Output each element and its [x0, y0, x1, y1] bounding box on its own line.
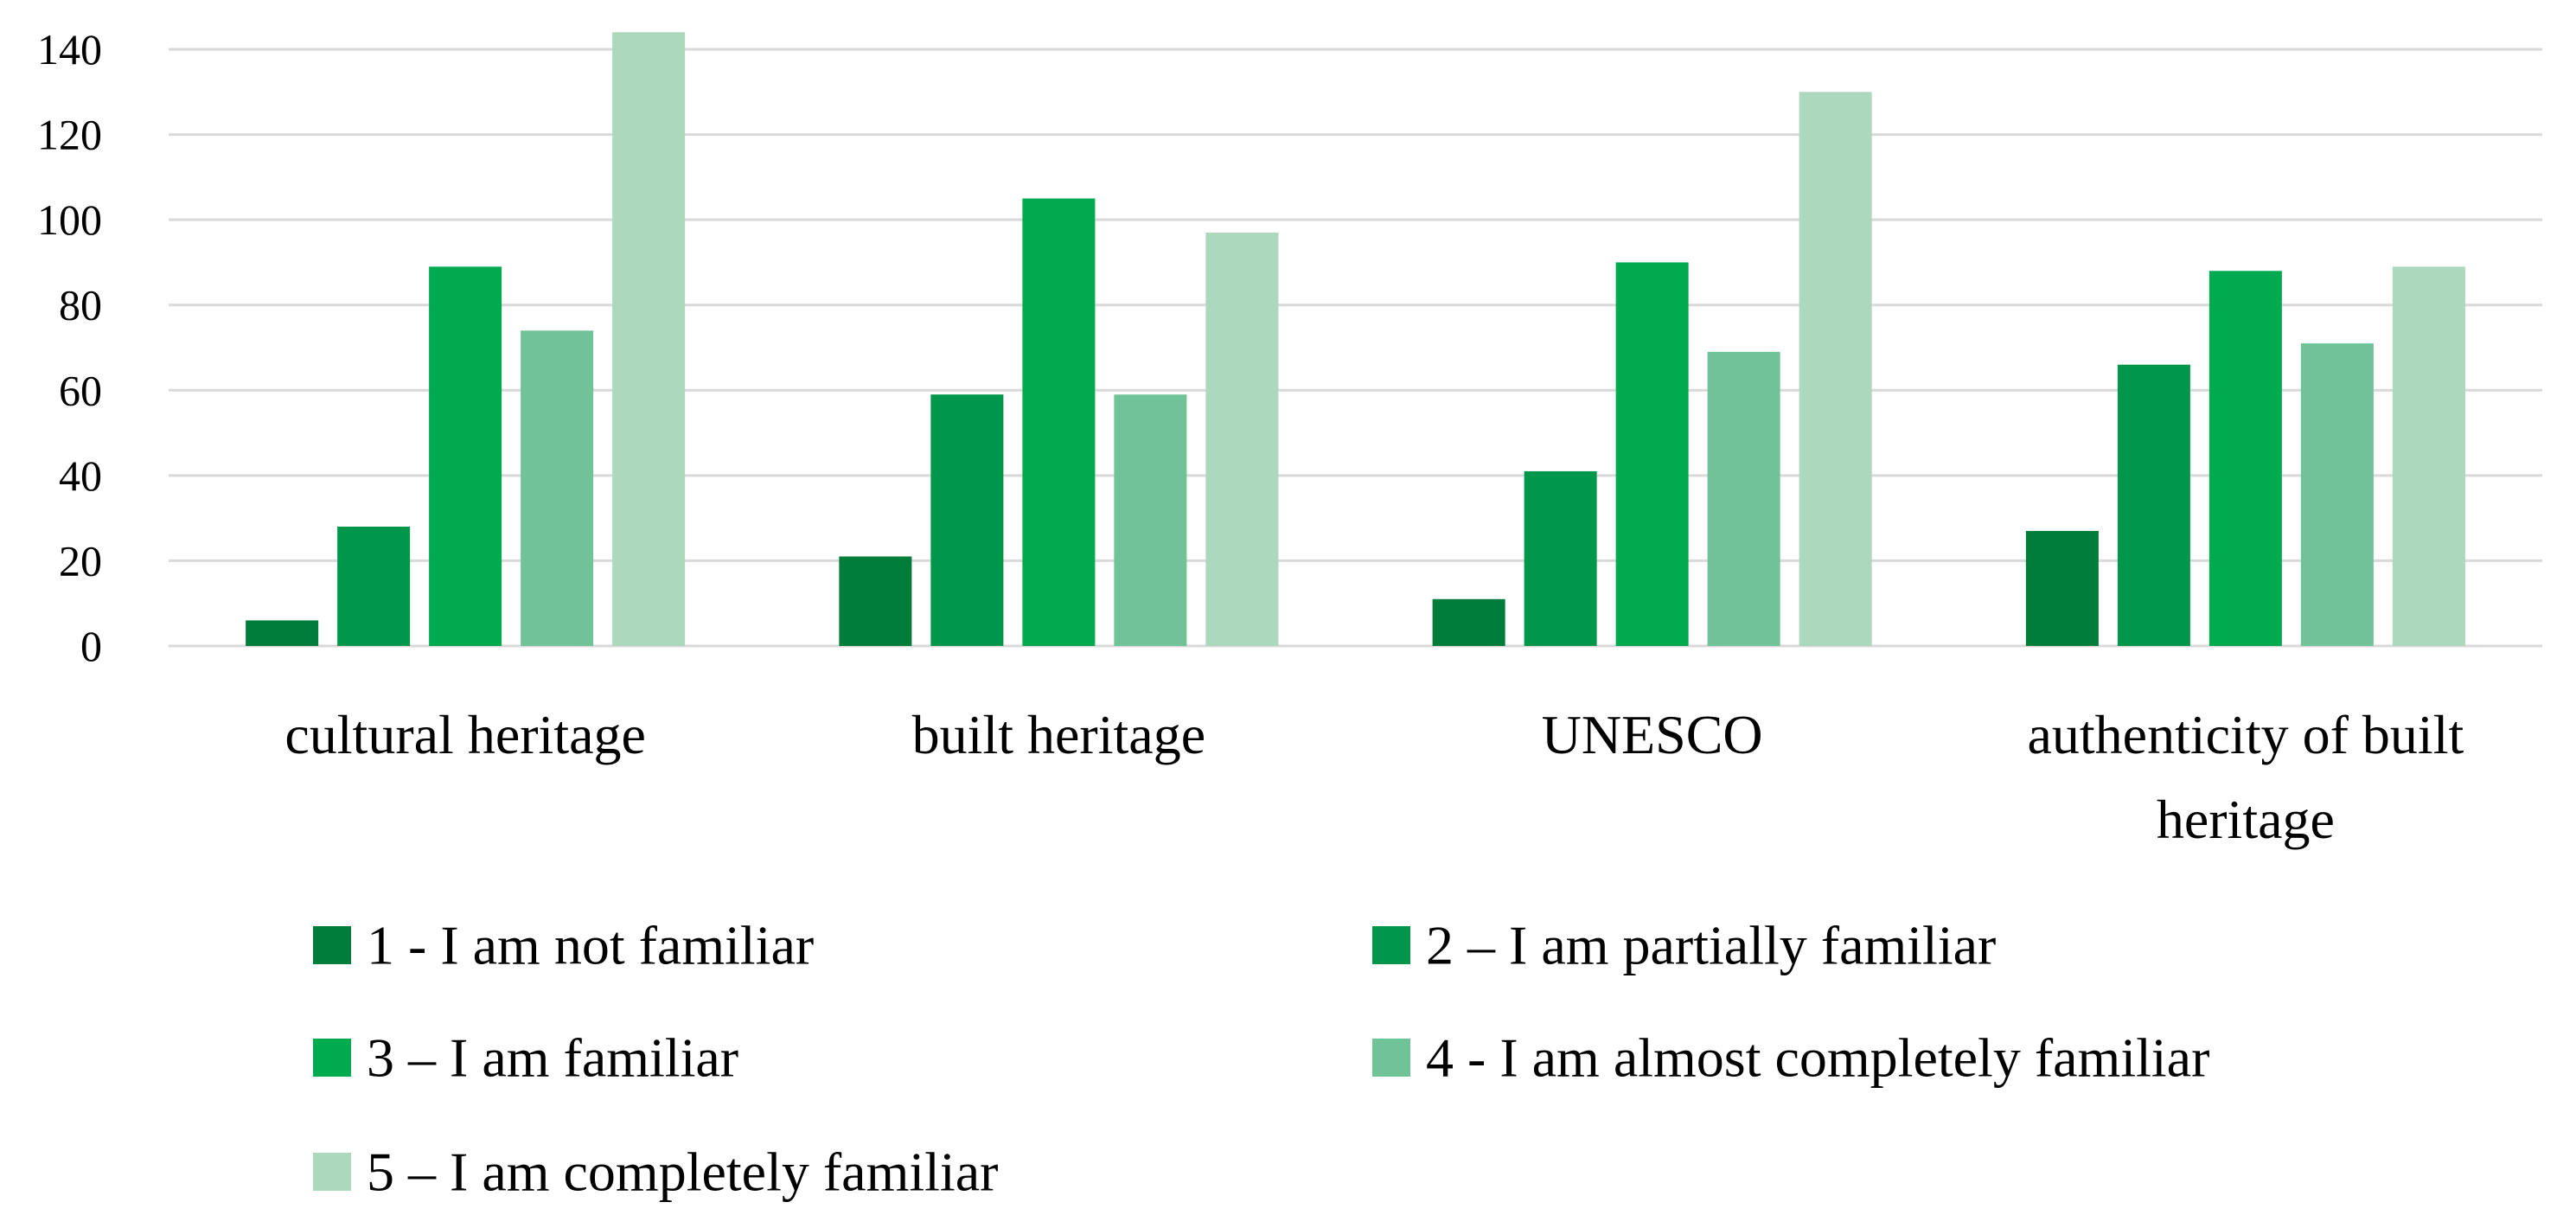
- y-tick-label: 40: [59, 451, 102, 500]
- bar-series-5-category-1: [612, 32, 686, 647]
- y-tick-label: 120: [37, 111, 102, 159]
- bar-series-3-category-3: [1615, 262, 1689, 646]
- bar-series-1-category-4: [2025, 530, 2099, 646]
- y-tick-label: 140: [37, 25, 102, 74]
- legend-item: 1 - I am not familiar: [313, 915, 814, 976]
- legend-label: 3 – I am familiar: [367, 1027, 738, 1089]
- bar-series-3-category-1: [429, 266, 502, 646]
- bar-series-4-category-3: [1707, 351, 1780, 646]
- bar-series-5-category-3: [1799, 92, 1872, 647]
- bars: [246, 32, 2465, 647]
- x-axis-categories: cultural heritage built heritage UNESCO aut…: [284, 704, 2464, 850]
- legend-swatch: [1372, 926, 1410, 964]
- category-label: UNESCO: [1542, 704, 1763, 765]
- legend-swatch: [313, 1153, 351, 1191]
- legend-label: 4 - I am almost completely familiar: [1426, 1027, 2209, 1089]
- bar-series-1-category-1: [246, 620, 319, 646]
- category-label: cultural heritage: [284, 704, 646, 765]
- y-tick-label: 80: [59, 281, 102, 329]
- bar-series-3-category-2: [1022, 198, 1096, 646]
- y-tick-label: 100: [37, 195, 102, 244]
- legend-label: 2 – I am partially familiar: [1426, 915, 1996, 976]
- bar-series-2-category-2: [930, 394, 1004, 646]
- legend-item: 4 - I am almost completely familiar: [1372, 1027, 2209, 1089]
- legend-label: 5 – I am completely familiar: [367, 1141, 998, 1203]
- bar-series-4-category-1: [521, 330, 594, 646]
- bar-series-5-category-4: [2392, 266, 2465, 646]
- category-label: built heritage: [912, 704, 1205, 765]
- legend-item: 2 – I am partially familiar: [1372, 915, 1996, 976]
- y-tick-label: 20: [59, 536, 102, 585]
- y-tick-label: 0: [80, 622, 102, 670]
- legend-swatch: [1372, 1039, 1410, 1077]
- bar-series-1-category-2: [839, 556, 912, 646]
- bar-series-4-category-2: [1114, 394, 1187, 646]
- legend-item: 5 – I am completely familiar: [313, 1141, 998, 1203]
- legend: 1 - I am not familiar 2 – I am partially …: [313, 915, 2209, 1203]
- bar-series-2-category-1: [337, 527, 411, 646]
- bar-series-2-category-4: [2117, 364, 2190, 646]
- bar-series-5-category-2: [1205, 232, 1279, 646]
- bar-series-3-category-4: [2208, 271, 2282, 646]
- legend-label: 1 - I am not familiar: [367, 915, 814, 976]
- y-tick-label: 60: [59, 366, 102, 414]
- bar-series-1-category-3: [1432, 598, 1505, 646]
- y-axis-ticks: 0 20 40 60 80 100 120 140: [37, 25, 102, 670]
- legend-swatch: [313, 926, 351, 964]
- category-label: authenticity of built: [2027, 704, 2464, 765]
- bar-series-4-category-4: [2300, 343, 2374, 646]
- legend-swatch: [313, 1039, 351, 1077]
- legend-item: 3 – I am familiar: [313, 1027, 738, 1089]
- category-label: heritage: [2157, 789, 2335, 850]
- bar-series-2-category-3: [1524, 470, 1597, 646]
